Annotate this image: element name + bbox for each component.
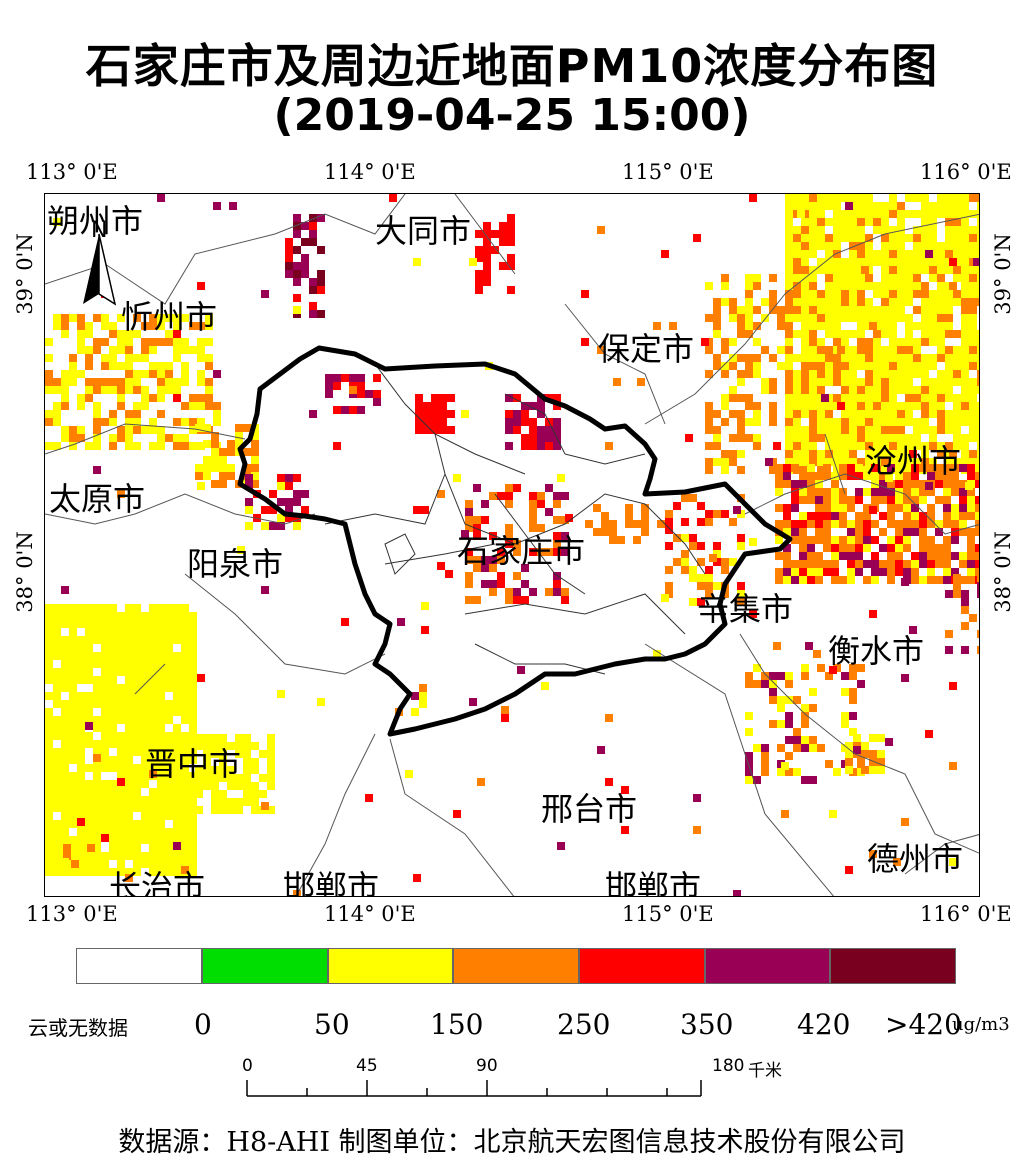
scale-bar — [246, 1080, 702, 1097]
city-label-xinji: 辛集市 — [697, 590, 794, 628]
city-label-taiyuan: 太原市 — [49, 480, 146, 518]
legend-swatch-50-150 — [328, 948, 453, 984]
legend-label-420: 420 — [797, 1008, 851, 1041]
city-label-baoding: 保定市 — [598, 330, 695, 368]
pm10-map: N 朔州市 大同市 忻州市 保定市 沧州市 太原市 石家庄市 阳泉市 辛集市 衡… — [44, 193, 980, 897]
legend-label-50: 50 — [314, 1008, 350, 1041]
city-label-xinzhou: 忻州市 — [121, 298, 218, 336]
lon-label-top-113: 113° 0'E — [26, 160, 118, 184]
lon-label-top-114: 114° 0'E — [324, 160, 416, 184]
city-label-handan-west: 邯郸市 — [283, 868, 380, 897]
legend-label-150: 150 — [430, 1008, 484, 1041]
shijiazhuang-boundary — [237, 345, 793, 737]
data-source-footer: 数据源：H8-AHI 制图单位：北京航天宏图信息技术股份有限公司 — [118, 1127, 906, 1158]
scale-label-45: 45 — [356, 1056, 378, 1076]
north-arrow-icon — [83, 233, 117, 306]
legend-label-350: 350 — [680, 1008, 734, 1041]
lat-label-right-38: 38° 0'N — [991, 531, 1015, 613]
legend-label-gt420: >420 — [885, 1008, 962, 1041]
city-label-handan-east: 邯郸市 — [605, 868, 702, 897]
map-title: 石家庄市及周边近地面PM10浓度分布图 — [85, 39, 939, 93]
legend-swatch-150-250 — [453, 948, 579, 984]
city-label-shijiazhuang: 石家庄市 — [457, 532, 586, 570]
legend-swatch-gt420 — [830, 948, 956, 984]
admin-boundaries — [45, 194, 979, 896]
lon-label-bottom-116: 116° 0'E — [920, 902, 1012, 926]
pm10-raster — [45, 194, 979, 896]
lat-label-left-38: 38° 0'N — [13, 531, 37, 613]
legend-swatch-0-50 — [202, 948, 328, 984]
city-label-jinzhong: 晋中市 — [145, 745, 242, 783]
map-subtitle: (2019-04-25 15:00) — [273, 90, 751, 141]
scale-unit: 千米 — [748, 1061, 782, 1081]
lat-label-left-39: 39° 0'N — [13, 233, 37, 315]
legend-swatch-250-350 — [579, 948, 705, 984]
legend-swatch-350-420 — [705, 948, 830, 984]
scale-label-0: 0 — [242, 1056, 253, 1076]
north-arrow-label: N — [91, 218, 108, 243]
lon-label-top-115: 115° 0'E — [622, 160, 714, 184]
city-label-changzhi: 长治市 — [109, 868, 206, 897]
legend-unit: ug/m3 — [952, 1014, 1010, 1035]
city-label-xingtai: 邢台市 — [541, 790, 638, 828]
lon-label-bottom-113: 113° 0'E — [26, 902, 118, 926]
city-label-yangquan: 阳泉市 — [187, 545, 284, 583]
lat-label-right-39: 39° 0'N — [991, 233, 1015, 315]
lon-label-top-116: 116° 0'E — [920, 160, 1012, 184]
legend-label-0: 0 — [194, 1008, 212, 1041]
city-label-datong: 大同市 — [375, 212, 472, 250]
legend-label-250: 250 — [557, 1008, 611, 1041]
scale-label-180: 180 — [712, 1056, 745, 1076]
legend-label-nodata: 云或无数据 — [28, 1016, 128, 1040]
county-boundaries — [324, 363, 706, 675]
city-label-cangzhou: 沧州市 — [865, 442, 962, 480]
city-label-dezhou: 德州市 — [867, 840, 964, 878]
lon-label-bottom-114: 114° 0'E — [324, 902, 416, 926]
lon-label-bottom-115: 115° 0'E — [622, 902, 714, 926]
scale-label-90: 90 — [476, 1056, 498, 1076]
city-label-shuozhou: 朔州市 — [47, 202, 144, 240]
city-label-hengshui: 衡水市 — [828, 632, 925, 670]
legend-swatch-nodata — [76, 948, 202, 984]
